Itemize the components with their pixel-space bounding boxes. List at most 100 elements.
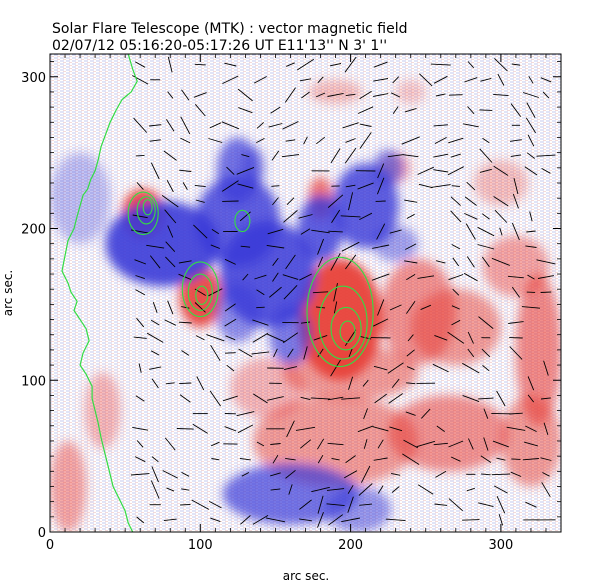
field-vector xyxy=(467,438,474,450)
field-vector xyxy=(164,437,176,451)
field-vector xyxy=(466,487,475,492)
field-vector xyxy=(178,321,192,324)
field-vector xyxy=(527,376,535,391)
field-vector xyxy=(150,162,160,180)
field-vector xyxy=(347,485,354,494)
field-vector xyxy=(193,224,208,239)
field-vector xyxy=(511,63,521,66)
field-vector xyxy=(341,397,361,400)
field-vector xyxy=(333,301,338,314)
field-vector xyxy=(237,183,254,189)
field-vector xyxy=(526,230,536,233)
field-vector xyxy=(467,61,475,69)
field-vector xyxy=(537,275,554,279)
field-vector xyxy=(133,117,148,133)
field-vector xyxy=(256,289,265,296)
field-vector xyxy=(134,259,147,265)
field-vector xyxy=(224,318,237,327)
field-vector xyxy=(357,106,374,114)
field-vector xyxy=(285,457,296,461)
field-vector xyxy=(371,273,390,281)
field-vector xyxy=(497,73,505,86)
field-vector xyxy=(296,58,315,71)
field-vector xyxy=(317,495,324,514)
field-vector xyxy=(285,254,296,270)
field-vector xyxy=(136,440,144,448)
negative-polarity-region-24 xyxy=(332,163,399,249)
field-vector xyxy=(283,366,298,371)
field-map xyxy=(50,79,561,532)
field-vector xyxy=(180,503,191,506)
field-vector xyxy=(433,75,448,84)
field-vector xyxy=(417,484,434,495)
field-vector xyxy=(132,75,149,85)
field-vector xyxy=(271,150,280,161)
field-vector xyxy=(540,397,551,400)
field-contour-2 xyxy=(142,199,153,216)
field-vector xyxy=(267,396,284,401)
field-vector xyxy=(509,346,523,360)
field-vector xyxy=(224,303,236,312)
field-vector xyxy=(448,498,463,512)
x-axis-label: arc sec. xyxy=(283,569,329,583)
negative-polarity-region-28 xyxy=(222,463,359,525)
field-vector xyxy=(130,473,150,476)
field-vector xyxy=(301,91,310,99)
field-vector xyxy=(240,245,251,248)
chart-subtitle: 02/07/12 05:16:20-05:17:26 UT E11'13'' N… xyxy=(52,38,387,54)
field-vector xyxy=(136,317,145,328)
field-vector xyxy=(222,395,238,402)
field-vector xyxy=(523,441,538,447)
field-vector xyxy=(208,501,222,509)
field-vector xyxy=(298,214,313,219)
x-tick-label: 100 xyxy=(188,538,213,553)
field-vector xyxy=(348,192,354,211)
negative-polarity-region-23 xyxy=(297,195,344,262)
field-vector xyxy=(525,245,537,248)
field-vector xyxy=(270,488,281,491)
field-vector xyxy=(387,154,404,158)
field-vector xyxy=(211,229,220,235)
field-vector xyxy=(135,275,145,280)
field-vector xyxy=(211,458,220,461)
field-vector xyxy=(236,166,255,175)
field-vector xyxy=(237,88,253,102)
field-vector xyxy=(467,106,475,115)
field-vector xyxy=(181,306,190,309)
field-vector xyxy=(359,90,372,100)
field-vector xyxy=(253,76,267,84)
field-vector xyxy=(416,440,436,448)
field-vector xyxy=(303,346,308,360)
field-vector xyxy=(270,443,281,445)
field-vector xyxy=(269,286,282,298)
field-vector xyxy=(359,132,372,149)
field-contours xyxy=(127,191,374,368)
field-vector xyxy=(331,209,341,223)
field-vector xyxy=(345,93,356,97)
field-vector xyxy=(348,348,353,358)
field-vector xyxy=(512,193,519,209)
field-vector xyxy=(401,136,420,145)
field-vector xyxy=(221,121,240,130)
field-vector xyxy=(373,318,389,327)
field-vector xyxy=(465,223,476,240)
field-vector xyxy=(377,163,385,179)
field-vector xyxy=(527,394,535,403)
field-vector xyxy=(392,106,399,114)
x-tick-label: 0 xyxy=(46,538,54,553)
field-vector xyxy=(313,334,328,341)
field-vector xyxy=(206,334,225,342)
field-vector xyxy=(482,365,490,372)
field-contour-5 xyxy=(195,285,209,305)
field-vector xyxy=(180,137,191,144)
positive-polarity-region-7 xyxy=(515,274,561,426)
field-vector xyxy=(498,514,504,526)
field-vector xyxy=(210,517,221,523)
field-vector xyxy=(496,496,506,514)
field-vector xyxy=(252,393,268,404)
field-vector xyxy=(403,439,419,449)
field-vector xyxy=(358,483,373,496)
field-vector xyxy=(406,213,415,219)
field-vector xyxy=(406,274,416,281)
field-vector xyxy=(391,472,401,476)
